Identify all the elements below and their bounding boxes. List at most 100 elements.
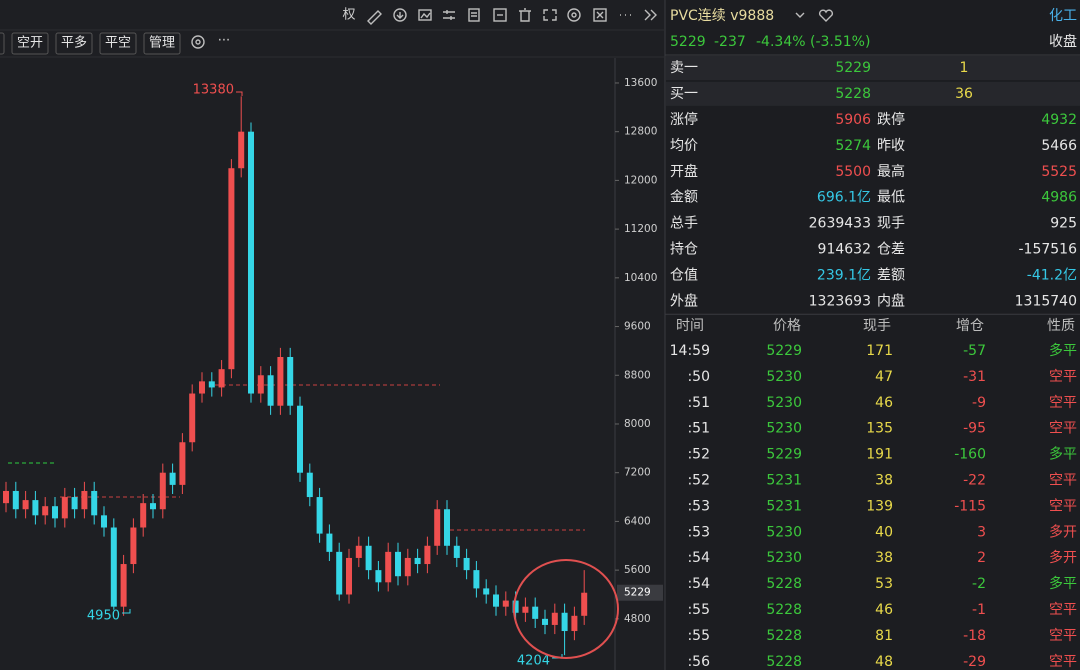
trade-type: 空平	[1049, 498, 1077, 514]
quote-value: 5906	[835, 112, 871, 128]
annotation-pointer	[236, 91, 243, 96]
candle-body	[473, 570, 480, 589]
candle-body	[287, 356, 294, 406]
candle-body	[42, 506, 49, 516]
trade-price: 5231	[766, 498, 802, 514]
trade-price: 5229	[766, 447, 802, 463]
quote-label: 仓差	[877, 242, 905, 258]
quote-label: 开盘	[670, 163, 698, 180]
button[interactable]: 管理	[149, 36, 175, 51]
candle-body	[91, 490, 98, 516]
quote-value: 5274	[835, 138, 871, 154]
dropdown-icon[interactable]	[795, 12, 805, 18]
candle-body	[71, 497, 78, 510]
trade-time: :54	[687, 550, 710, 566]
button-frame	[99, 32, 137, 55]
rights-button[interactable]: 权	[342, 7, 355, 23]
candle-body	[52, 506, 58, 519]
quote-value: 5466	[1041, 138, 1077, 154]
trade-type: 多平	[1049, 446, 1077, 463]
trade-volume: 53	[875, 576, 893, 592]
quote-label: 差额	[877, 267, 905, 283]
candle-body	[493, 594, 499, 607]
quote-value: 1323693	[809, 293, 871, 309]
candle-body	[179, 442, 186, 485]
trade-time: 14:59	[670, 343, 710, 359]
quote-label: 持仓	[670, 242, 698, 258]
quote-value: 5525	[1041, 164, 1077, 180]
quote-value: 696.1亿	[817, 190, 871, 206]
trade-price: 5229	[766, 343, 802, 359]
candle-body	[571, 615, 578, 632]
trade-price: 5230	[766, 550, 802, 566]
trade-volume: 40	[875, 524, 893, 540]
y-tick-label: 9600	[624, 321, 651, 333]
quote-value: 914632	[818, 242, 871, 258]
button[interactable]: 空开	[17, 36, 43, 51]
trade-type: 多平	[1049, 575, 1077, 592]
trade-oi-change: -57	[963, 343, 986, 359]
book-volume: 1	[960, 60, 969, 76]
toolbar-icons[interactable]	[367, 8, 657, 25]
trade-volume: 81	[875, 628, 893, 644]
quote-value: 2639433	[809, 216, 871, 232]
candle-body	[22, 500, 29, 510]
book-price: 5229	[835, 60, 871, 76]
more-icon[interactable]: ···	[218, 34, 230, 49]
candle-body	[404, 557, 411, 577]
candle-body	[238, 131, 245, 169]
trade-oi-change: -1	[972, 602, 986, 618]
candle-body	[532, 606, 539, 619]
trade-oi-change: -160	[954, 447, 986, 463]
trade-time: :53	[687, 498, 710, 514]
candle-body	[61, 497, 68, 519]
trade-volume: 46	[875, 602, 893, 618]
quote-value: 1315740	[1015, 293, 1077, 309]
trade-volume: 171	[866, 343, 893, 359]
candle-body	[346, 557, 352, 595]
trade-type: 空平	[1049, 654, 1077, 670]
candle-body	[375, 570, 382, 583]
button[interactable]: 平多	[61, 35, 87, 51]
trade-oi-change: -31	[963, 369, 986, 385]
trade-time: :55	[687, 628, 710, 644]
low-annotation: 4950	[87, 609, 120, 624]
trade-header: 性质	[1047, 318, 1075, 334]
quote-label: 金额	[670, 190, 698, 206]
y-tick-label: 8000	[624, 418, 651, 430]
candle-body	[159, 472, 166, 510]
high-annotation: 13380	[193, 83, 234, 98]
trade-price: 5228	[766, 576, 802, 592]
candle-body	[81, 490, 88, 510]
candle-body	[208, 381, 215, 388]
candle-body	[120, 564, 127, 607]
book-row	[666, 56, 1080, 80]
last-price-marker	[617, 584, 663, 601]
button-frame	[143, 32, 181, 55]
trade-volume: 191	[866, 447, 893, 463]
summary-item: 5229	[670, 34, 706, 50]
button[interactable]	[0, 32, 5, 55]
button[interactable]: 平空	[105, 36, 131, 51]
candle-body	[424, 545, 431, 565]
quote-label: 跌停	[877, 111, 905, 128]
quote-label: 内盘	[877, 292, 905, 309]
trade-time: :52	[687, 447, 710, 463]
candle-body	[444, 509, 450, 546]
book-price: 5228	[835, 86, 871, 102]
summary-item: -4.34%	[756, 34, 806, 50]
favorite-icon[interactable]	[818, 9, 834, 22]
trade-volume: 46	[875, 395, 893, 411]
trade-type: 空平	[1049, 369, 1077, 385]
y-tick-label: 10400	[624, 272, 657, 284]
annotation-pointer	[122, 609, 131, 614]
candle-body	[502, 600, 509, 607]
sector[interactable]: 化工	[1049, 8, 1077, 24]
trade-oi-change: -9	[972, 395, 986, 411]
trade-price: 5231	[766, 473, 802, 489]
settings-icon[interactable]	[191, 35, 205, 49]
quote-value: -157516	[1019, 242, 1078, 258]
trade-oi-change: 3	[977, 524, 986, 540]
trade-time: :51	[687, 395, 710, 411]
quote-label: 仓值	[670, 267, 698, 283]
